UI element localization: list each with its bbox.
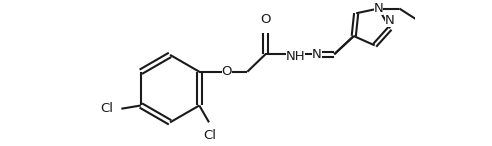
Text: N: N xyxy=(385,14,395,27)
Text: O: O xyxy=(260,13,271,26)
Text: N: N xyxy=(373,2,383,15)
Text: N: N xyxy=(312,48,322,61)
Text: NH: NH xyxy=(285,50,305,63)
Text: Cl: Cl xyxy=(100,102,114,115)
Text: O: O xyxy=(221,65,232,78)
Text: Cl: Cl xyxy=(203,129,216,142)
